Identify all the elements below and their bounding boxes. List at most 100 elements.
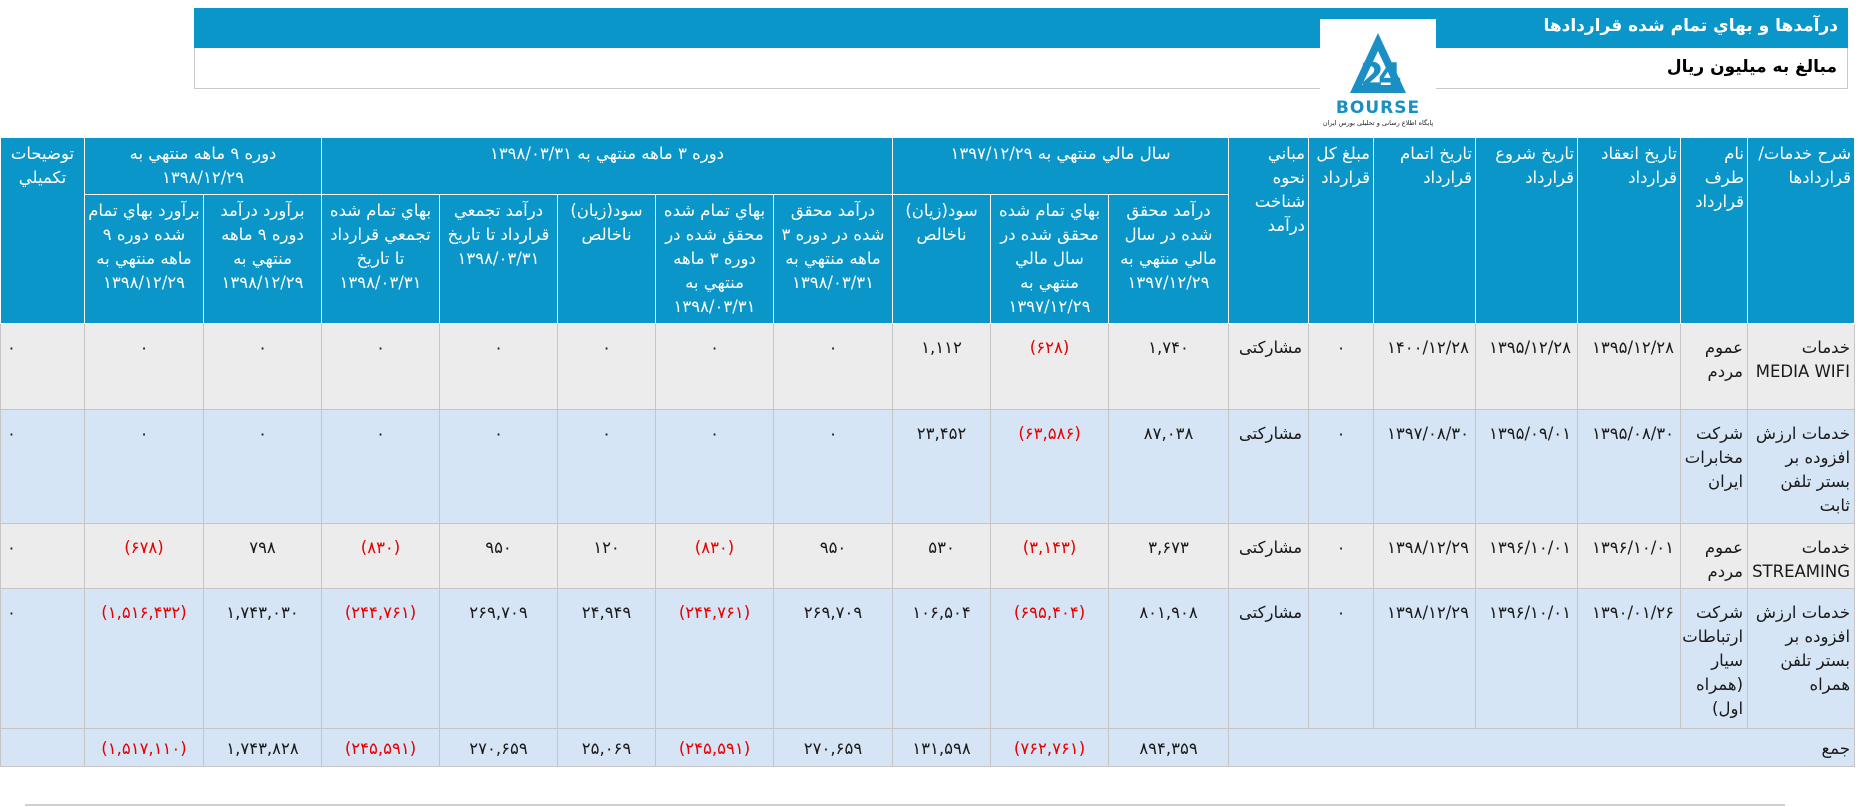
cell-p3-profit: ۱۲۰: [557, 523, 656, 589]
cell-end-date: ۱۳۹۸/۱۲/۲۹: [1373, 523, 1477, 589]
total-cum-revenue: ۲۷۰,۶۵۹: [439, 728, 558, 767]
col-cum-revenue: درآمد تجمعي قرارداد تا تاريخ ۱۳۹۸/۰۳/۳۱: [439, 194, 558, 324]
cell-fy-revenue: ۸۷,۰۳۸: [1108, 409, 1230, 524]
total-notes: [0, 728, 85, 767]
total-cum-cost: (۲۴۵,۵۹۱): [321, 728, 440, 767]
header-row-groups: شرح خدمات/ قراردادها نام طرف قرارداد تار…: [0, 137, 1856, 324]
cell-total-amount: ۰: [1308, 523, 1375, 589]
cell-fy-cost: (۶۹۵,۴۰۴): [990, 588, 1110, 729]
cell-contract-date: ۱۳۹۵/۰۸/۳۰: [1577, 409, 1682, 524]
table-row: خدمات ارزش افزوده بر بستر تلفن ثابت شرکت…: [0, 409, 1856, 524]
cell-start-date: ۱۳۹۶/۱۰/۰۱: [1475, 523, 1579, 589]
cell-fy-cost: (۶۳,۵۸۶): [990, 409, 1110, 524]
cell-notes: ۰: [0, 588, 85, 729]
divider: [25, 804, 1785, 806]
cell-est-revenue: ۷۹۸: [203, 523, 322, 589]
col-service: شرح خدمات/ قراردادها: [1747, 137, 1856, 324]
col-fy-cost: بهاي تمام شده محقق شده در سال مالي منتهي…: [990, 194, 1110, 324]
cell-p3-cost: (۲۴۴,۷۶۱): [655, 588, 774, 729]
cell-est-cost: ۰: [84, 409, 204, 524]
total-row: جمع ۸۹۴,۳۵۹ (۷۶۲,۷۶۱) ۱۳۱,۵۹۸ ۲۷۰,۶۵۹ (۲…: [0, 728, 1856, 767]
col-fy-revenue: درآمد محقق شده در سال مالي منتهي به ۱۳۹۷…: [1108, 194, 1230, 324]
cell-party: عموم مردم: [1680, 323, 1749, 410]
cell-est-revenue: ۰: [203, 409, 322, 524]
cell-end-date: ۱۳۹۸/۱۲/۲۹: [1373, 588, 1477, 729]
cell-cum-cost: (۲۴۴,۷۶۱): [321, 588, 440, 729]
cell-notes: ۰: [0, 523, 85, 589]
cell-p3-revenue: ۰: [773, 409, 893, 524]
cell-cum-revenue: ۰: [439, 323, 558, 410]
cell-notes: ۰: [0, 323, 85, 410]
cell-party: شرکت مخابرات ایران: [1680, 409, 1749, 524]
cell-p3-profit: ۰: [557, 323, 656, 410]
cell-end-date: ۱۴۰۰/۱۲/۲۸: [1373, 323, 1477, 410]
col-est-cost: برآورد بهاي تمام شده دوره ۹ ماهه منتهي ب…: [84, 194, 204, 324]
col-cum-cost: بهاي تمام شده تجمعي قرارداد تا تاريخ ۱۳۹…: [321, 194, 440, 324]
cell-cum-revenue: ۹۵۰: [439, 523, 558, 589]
svg-text:پایگاه اطلاع رسانی و تحلیلی بو: پایگاه اطلاع رسانی و تحلیلی بورس ایران: [1323, 119, 1434, 127]
svg-text:2: 2: [1360, 56, 1384, 96]
cell-fy-profit: ۵۳۰: [891, 523, 992, 589]
col-p3-revenue: درآمد محقق شده در دوره ۳ ماهه منتهي به ۱…: [773, 194, 893, 324]
page-title: درآمدها و بهاي تمام شده قراردادها: [1543, 16, 1838, 36]
group-fiscal-year: سال مالي منتهي به ۱۳۹۷/۱۲/۲۹: [891, 137, 1230, 195]
cell-est-cost: (۱,۵۱۶,۴۳۲): [84, 588, 204, 729]
unit-note-box: مبالغ به ميليون ريال: [194, 48, 1848, 89]
cell-fy-profit: ۱۰۶,۵۰۴: [891, 588, 992, 729]
cell-fy-revenue: ۳,۶۷۳: [1108, 523, 1230, 589]
col-recognition-basis: مباني نحوه شناخت درآمد: [1228, 137, 1310, 324]
total-p3-cost: (۲۴۵,۵۹۱): [655, 728, 774, 767]
cell-total-amount: ۰: [1308, 409, 1375, 524]
cell-notes: ۰: [0, 409, 85, 524]
cell-fy-profit: ۲۳,۴۵۲: [891, 409, 992, 524]
cell-contract-date: ۱۳۹۵/۱۲/۲۸: [1577, 323, 1682, 410]
cell-start-date: ۱۳۹۵/۰۹/۰۱: [1475, 409, 1579, 524]
cell-contract-date: ۱۳۹۶/۱۰/۰۱: [1577, 523, 1682, 589]
cell-start-date: ۱۳۹۶/۱۰/۰۱: [1475, 588, 1579, 729]
header-row-columns: درآمد محقق شده در سال مالي منتهي به ۱۳۹۷…: [1, 194, 1855, 324]
contracts-table: شرح خدمات/ قراردادها نام طرف قرارداد تار…: [0, 137, 1856, 767]
cell-recognition-basis: مشاركتی: [1228, 588, 1310, 729]
total-p3-revenue: ۲۷۰,۶۵۹: [773, 728, 893, 767]
cell-fy-revenue: ۸۰۱,۹۰۸: [1108, 588, 1230, 729]
col-fy-profit: سود(زيان) ناخالص: [891, 194, 992, 324]
cell-p3-revenue: ۹۵۰: [773, 523, 893, 589]
svg-text:BOURSE: BOURSE: [1336, 98, 1420, 118]
cell-p3-cost: (۸۳۰): [655, 523, 774, 589]
cell-recognition-basis: مشاركتی: [1228, 523, 1310, 589]
total-fy-profit: ۱۳۱,۵۹۸: [891, 728, 992, 767]
group-period-3m: دوره ۳ ماهه منتهي به ۱۳۹۸/۰۳/۳۱: [321, 137, 893, 195]
total-est-revenue: ۱,۷۴۳,۸۲۸: [203, 728, 322, 767]
cell-contract-date: ۱۳۹۰/۰۱/۲۶: [1577, 588, 1682, 729]
bourse-logo-icon: 2 4 BOURSE پایگاه اطلاع رسانی و تحلیلی ب…: [1323, 33, 1434, 127]
cell-cum-cost: (۸۳۰): [321, 523, 440, 589]
group-period-9m: دوره ۹ ماهه منتهي به ۱۳۹۸/۱۲/۲۹: [84, 137, 322, 195]
cell-party: شرکت ارتباطات سیار (همراه اول): [1680, 588, 1749, 729]
svg-text:4: 4: [1378, 56, 1402, 96]
cell-est-revenue: ۱,۷۴۳,۰۳۰: [203, 588, 322, 729]
cell-service: خدمات ارزش افزوده بر بستر تلفن همراه: [1747, 588, 1856, 729]
page-title-bar: درآمدها و بهاي تمام شده قراردادها: [194, 8, 1848, 48]
col-total-amount: مبلغ كل قرارداد: [1308, 137, 1375, 324]
cell-end-date: ۱۳۹۷/۰۸/۳۰: [1373, 409, 1477, 524]
total-fy-revenue: ۸۹۴,۳۵۹: [1108, 728, 1230, 767]
cell-service: خدمات ارزش افزوده بر بستر تلفن ثابت: [1747, 409, 1856, 524]
cell-fy-cost: (۳,۱۴۳): [990, 523, 1110, 589]
cell-fy-revenue: ۱,۷۴۰: [1108, 323, 1230, 410]
cell-recognition-basis: مشاركتی: [1228, 323, 1310, 410]
col-notes: توضيحات تكميلي: [0, 137, 85, 324]
cell-cum-revenue: ۰: [439, 409, 558, 524]
total-label: جمع: [1228, 728, 1856, 767]
cell-est-cost: ۰: [84, 323, 204, 410]
cell-fy-cost: (۶۲۸): [990, 323, 1110, 410]
col-est-revenue: برآورد درآمد دوره ۹ ماهه منتهي به ۱۳۹۸/۱…: [203, 194, 322, 324]
table-row: خدمات MEDIA WIFI عموم مردم ۱۳۹۵/۱۲/۲۸ ۱۳…: [0, 323, 1856, 410]
cell-p3-cost: ۰: [655, 409, 774, 524]
cell-est-cost: (۶۷۸): [84, 523, 204, 589]
cell-start-date: ۱۳۹۵/۱۲/۲۸: [1475, 323, 1579, 410]
cell-est-revenue: ۰: [203, 323, 322, 410]
unit-note: مبالغ به ميليون ريال: [1666, 57, 1837, 77]
cell-cum-revenue: ۲۶۹,۷۰۹: [439, 588, 558, 729]
cell-p3-revenue: ۰: [773, 323, 893, 410]
col-p3-profit: سود(زيان) ناخالص: [557, 194, 656, 324]
